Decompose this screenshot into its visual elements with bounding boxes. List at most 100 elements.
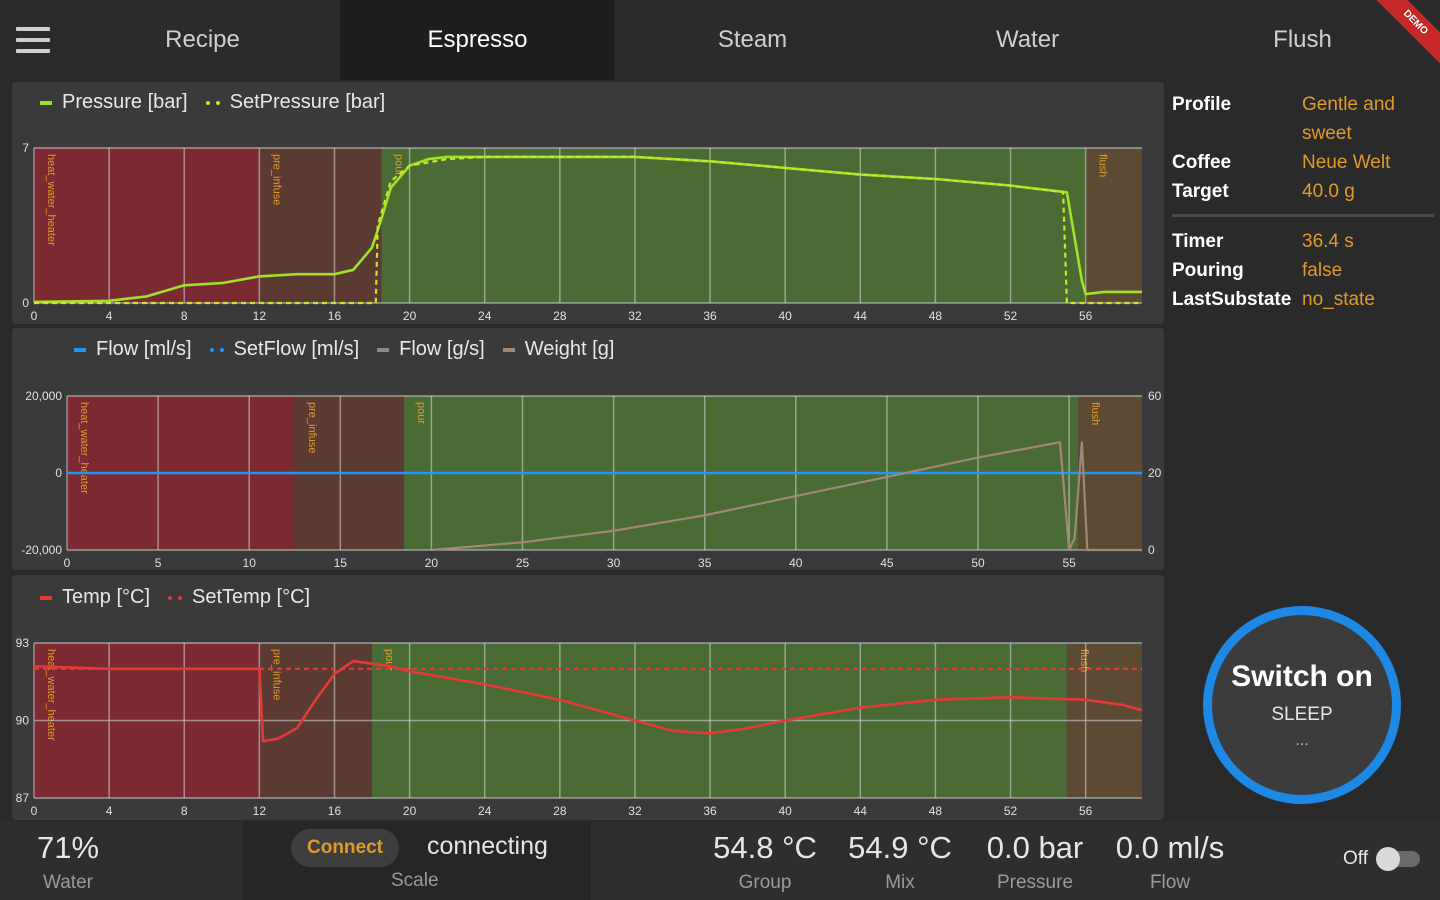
phase-label: pour (415, 402, 427, 424)
pressure-readout: 0.0 bar Pressure (986, 830, 1084, 893)
menu-icon[interactable] (0, 0, 65, 80)
phase-pour (381, 148, 1086, 303)
flow-chart-panel: Flow [ml/s] SetFlow [ml/s] Flow [g/s] We… (12, 328, 1164, 570)
phase-label: pre_infuse (270, 154, 282, 205)
x-tick-label: 12 (253, 804, 267, 818)
phase-flush (1085, 148, 1142, 303)
x-tick-label: 35 (698, 556, 712, 570)
y-tick-label-left: 0 (55, 466, 62, 480)
x-tick-label: 4 (106, 309, 113, 323)
x-tick-label: 36 (703, 804, 717, 818)
tab-espresso[interactable]: Espresso (340, 0, 615, 80)
info-row-substate: LastSubstate no_state (1172, 289, 1375, 310)
x-tick-label: 24 (478, 804, 492, 818)
x-tick-label: 48 (929, 804, 943, 818)
info-row-timer: Timer 36.4 s (1172, 231, 1354, 252)
y-tick-label-right: 20 (1148, 466, 1162, 480)
legend-set-pressure: SetPressure [bar] (205, 91, 385, 114)
x-tick-label: 24 (478, 309, 492, 323)
x-tick-label: 40 (789, 556, 803, 570)
x-tick-label: 48 (929, 309, 943, 323)
toggle-knob (1376, 847, 1400, 871)
info-row-profile: Profile Gentle and sweet (1172, 94, 1395, 144)
y-tick-label: 7 (22, 141, 29, 155)
x-tick-label: 52 (1004, 804, 1018, 818)
x-tick-label: 50 (971, 556, 985, 570)
switch-on-label: Switch on (1231, 660, 1373, 693)
phase-label: flush (1089, 402, 1101, 425)
pressure-chart-panel: Pressure [bar] SetPressure [bar] heat_wa… (12, 82, 1164, 324)
x-tick-label: 52 (1004, 309, 1018, 323)
x-tick-label: 40 (779, 804, 793, 818)
legend-swatch (205, 100, 220, 105)
legend-swatch (74, 347, 86, 352)
x-tick-label: 45 (880, 556, 894, 570)
scale-connect-button[interactable]: Connect (291, 829, 399, 867)
x-tick-label: 55 (1062, 556, 1076, 570)
legend-flow: Flow [ml/s] (74, 338, 192, 361)
legend-pressure: Pressure [bar] (40, 91, 188, 114)
legend-temp: Temp [°C] (40, 586, 150, 609)
temp-legend: Temp [°C] SetTemp [°C] (40, 586, 310, 609)
x-tick-label: 20 (403, 309, 417, 323)
legend-set-flow: SetFlow [ml/s] (209, 338, 359, 361)
phase-label: flush (1097, 154, 1109, 177)
x-tick-label: 8 (181, 804, 188, 818)
x-tick-label: 15 (334, 556, 348, 570)
x-tick-label: 16 (328, 804, 342, 818)
switch-on-button[interactable]: Switch on SLEEP ... (1203, 606, 1401, 804)
series-line-weight (431, 441, 1142, 552)
phase-label: pour (392, 154, 404, 176)
group-temp: 54.8 °C Group (713, 830, 817, 893)
y-tick-label: 0 (22, 296, 29, 310)
toggle-switch[interactable] (1376, 847, 1420, 871)
tab-flush[interactable]: Flush (1273, 26, 1332, 53)
mix-temp: 54.9 °C Mix (848, 830, 952, 893)
power-toggle[interactable]: Off (1343, 847, 1420, 871)
machine-state: SLEEP (1271, 704, 1333, 725)
y-tick-label-left: -20,000 (21, 543, 62, 557)
machine-substate: ... (1295, 732, 1309, 749)
x-tick-label: 0 (31, 309, 38, 323)
x-tick-label: 25 (516, 556, 530, 570)
x-tick-label: 12 (253, 309, 267, 323)
x-tick-label: 28 (553, 309, 567, 323)
flow-chart: heat_water_heater pre_infuse pour flush 0 5 10… (21, 389, 1162, 570)
legend-swatch (40, 595, 52, 600)
legend-swatch (168, 595, 183, 600)
tab-steam[interactable]: Steam (717, 26, 788, 53)
scale-section: Connect connecting Scale (243, 822, 591, 900)
x-tick-label: 56 (1079, 804, 1093, 818)
x-tick-label: 0 (64, 556, 71, 570)
info-row-target: Target 40.0 g (1172, 181, 1355, 202)
y-tick-label: 87 (16, 791, 30, 805)
phase-label: pre_infuse (306, 402, 318, 453)
flow-legend: Flow [ml/s] SetFlow [ml/s] Flow [g/s] We… (74, 338, 614, 361)
x-tick-label: 20 (425, 556, 439, 570)
x-tick-label: 32 (628, 309, 642, 323)
info-divider (1172, 214, 1434, 217)
shot-info-panel: Profile Gentle and sweet Coffee Neue Welt … (1172, 90, 1434, 314)
x-tick-label: 30 (607, 556, 621, 570)
x-tick-label: 16 (328, 309, 342, 323)
phase-label: heat_water_heater (45, 649, 57, 741)
legend-swatch (40, 100, 52, 105)
y-tick-label-right: 0 (1148, 543, 1155, 557)
x-tick-label: 8 (181, 309, 188, 323)
scale-state: connecting (427, 832, 548, 860)
x-tick-label: 4 (106, 804, 113, 818)
tab-water[interactable]: Water (995, 26, 1060, 53)
series-line-temp (33, 659, 1143, 743)
toggle-label: Off (1343, 848, 1368, 869)
flow-readout: 0.0 ml/s Flow (1115, 830, 1225, 893)
x-tick-label: 40 (779, 309, 793, 323)
legend-swatch (209, 347, 224, 352)
scale-label: Scale (391, 870, 439, 891)
tab-recipe[interactable]: Recipe (165, 26, 240, 53)
water-level: 71% Water (36, 830, 100, 893)
x-tick-label: 44 (854, 309, 868, 323)
legend-flow-gs: Flow [g/s] (377, 338, 485, 361)
legend-weight: Weight [g] (502, 338, 614, 361)
y-tick-label-left: 20,000 (25, 389, 62, 403)
